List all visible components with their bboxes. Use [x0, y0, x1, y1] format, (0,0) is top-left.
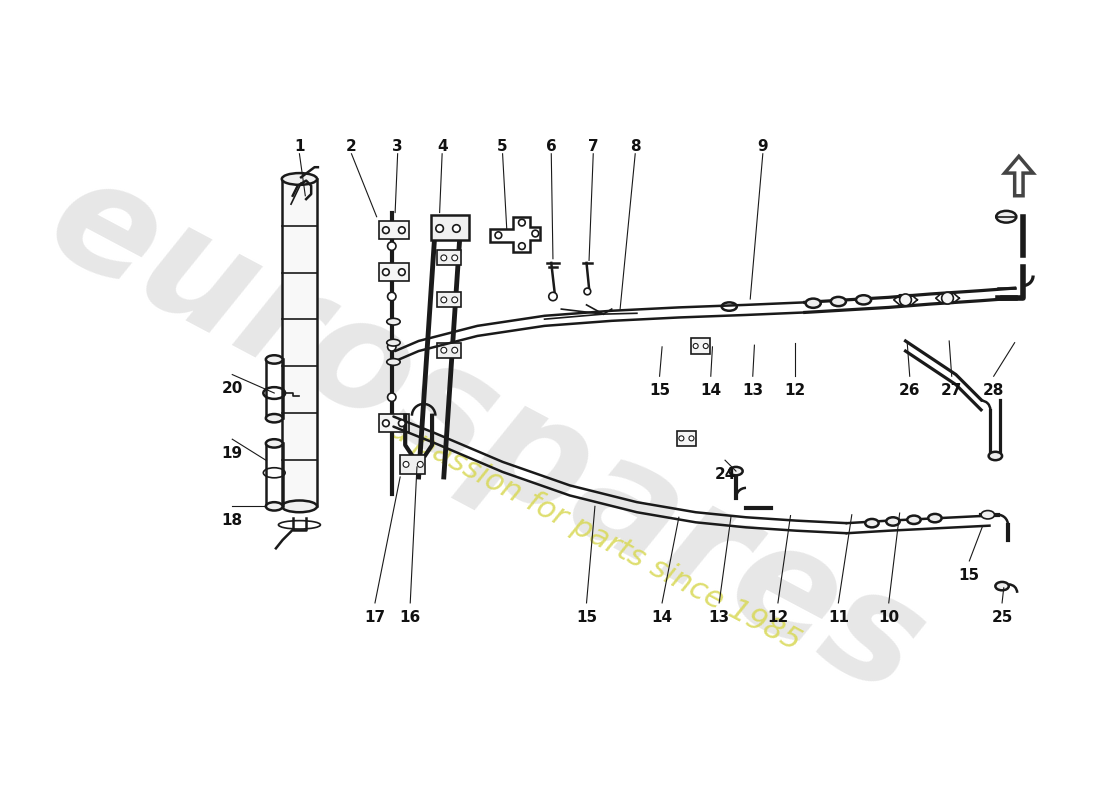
Circle shape [398, 269, 405, 275]
Ellipse shape [908, 515, 921, 524]
Circle shape [518, 219, 525, 226]
Circle shape [942, 292, 954, 304]
Text: eurospares: eurospares [24, 142, 947, 727]
Ellipse shape [887, 518, 900, 526]
Ellipse shape [830, 297, 846, 306]
Ellipse shape [997, 211, 1016, 222]
Text: 12: 12 [784, 383, 805, 398]
Circle shape [398, 420, 405, 426]
Circle shape [679, 436, 684, 441]
Circle shape [549, 292, 557, 301]
Circle shape [703, 343, 708, 349]
Bar [379, 263, 408, 282]
Ellipse shape [387, 339, 400, 346]
Circle shape [387, 342, 396, 351]
Ellipse shape [866, 519, 879, 527]
Ellipse shape [266, 355, 283, 364]
Bar [282, 179, 317, 506]
Text: 27: 27 [940, 383, 962, 398]
Circle shape [532, 230, 539, 237]
Ellipse shape [981, 510, 994, 519]
Bar [379, 221, 408, 239]
Text: 10: 10 [878, 610, 900, 625]
Ellipse shape [282, 501, 317, 512]
Text: 7: 7 [587, 138, 598, 154]
Text: 16: 16 [399, 610, 421, 625]
Text: 15: 15 [576, 610, 597, 625]
Circle shape [383, 269, 389, 275]
Text: 14: 14 [651, 610, 672, 625]
Ellipse shape [729, 467, 743, 475]
Text: 28: 28 [983, 383, 1004, 398]
Circle shape [398, 227, 405, 234]
Text: 9: 9 [758, 138, 768, 154]
Ellipse shape [856, 295, 871, 305]
Text: 12: 12 [768, 610, 789, 625]
Text: 11: 11 [828, 610, 849, 625]
Text: 19: 19 [222, 446, 243, 461]
Circle shape [495, 232, 502, 238]
Ellipse shape [805, 298, 821, 308]
Ellipse shape [996, 582, 1009, 590]
Circle shape [387, 242, 396, 250]
Text: 13: 13 [708, 610, 729, 625]
Text: 1: 1 [294, 138, 305, 154]
Ellipse shape [266, 502, 283, 510]
Circle shape [441, 297, 447, 302]
Bar [678, 431, 695, 446]
Text: 3: 3 [393, 138, 403, 154]
Circle shape [693, 343, 698, 349]
Circle shape [584, 288, 591, 295]
Text: 24: 24 [714, 467, 736, 482]
Bar [437, 292, 461, 307]
Circle shape [441, 347, 447, 353]
Text: 18: 18 [222, 513, 243, 528]
Ellipse shape [266, 439, 283, 447]
Bar [379, 414, 408, 433]
Text: 13: 13 [742, 383, 763, 398]
Bar [437, 250, 461, 266]
Text: 26: 26 [899, 383, 921, 398]
Text: 15: 15 [649, 383, 670, 398]
Text: 4: 4 [437, 138, 448, 154]
Circle shape [689, 436, 694, 441]
Ellipse shape [989, 452, 1002, 460]
Ellipse shape [928, 514, 942, 522]
Text: 2: 2 [346, 138, 356, 154]
Circle shape [383, 420, 389, 426]
Circle shape [452, 225, 460, 232]
Text: 8: 8 [630, 138, 640, 154]
Text: 6: 6 [546, 138, 557, 154]
Circle shape [518, 242, 525, 250]
Ellipse shape [387, 358, 400, 366]
Bar [437, 342, 461, 358]
Text: 14: 14 [701, 383, 722, 398]
Circle shape [403, 462, 409, 467]
Text: 5: 5 [497, 138, 508, 154]
Bar [400, 455, 426, 474]
Ellipse shape [282, 173, 317, 185]
Circle shape [387, 393, 396, 402]
Text: 17: 17 [364, 610, 385, 625]
Circle shape [387, 292, 396, 301]
Text: 20: 20 [221, 382, 243, 396]
Circle shape [441, 255, 447, 261]
Circle shape [452, 297, 458, 302]
Text: a passion for parts since 1985: a passion for parts since 1985 [385, 414, 805, 657]
Text: 15: 15 [959, 568, 980, 582]
Circle shape [452, 255, 458, 261]
Circle shape [383, 227, 389, 234]
Circle shape [900, 294, 912, 306]
Circle shape [417, 462, 424, 467]
Circle shape [436, 225, 443, 232]
Text: 25: 25 [991, 610, 1013, 625]
Ellipse shape [387, 318, 400, 325]
Ellipse shape [266, 414, 283, 422]
Bar [431, 215, 469, 240]
Circle shape [452, 347, 458, 353]
Bar [692, 338, 710, 354]
